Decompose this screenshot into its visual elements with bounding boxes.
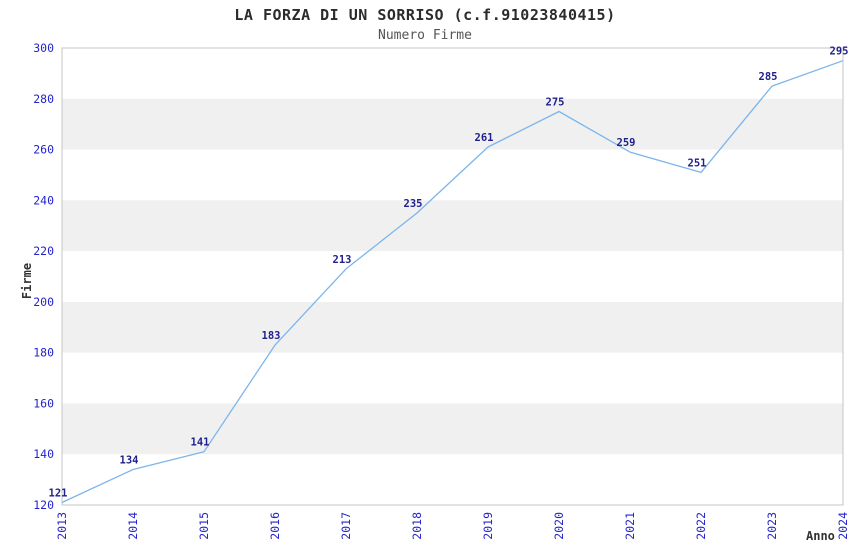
point-label: 251 [688,157,707,169]
x-tick-label: 2023 [765,512,779,540]
x-tick-label: 2022 [694,512,708,540]
y-tick-label: 200 [33,295,54,309]
y-tick-label: 220 [33,244,54,258]
x-tick-label: 2015 [197,512,211,540]
x-tick-label: 2021 [623,512,637,540]
point-label: 275 [546,97,565,109]
y-tick-label: 120 [33,498,54,512]
y-tick-label: 240 [33,193,54,207]
y-axis-title: Firme [20,262,34,300]
x-tick-label: 2024 [836,512,850,540]
x-tick-label: 2017 [339,512,353,540]
x-tick-label: 2019 [481,512,495,540]
point-label: 213 [333,254,352,266]
y-tick-label: 260 [33,143,54,157]
chart-subtitle: Numero Firme [378,28,472,43]
x-axis-title: Anno [806,529,835,543]
y-tick-label: 300 [33,41,54,55]
chart-title: LA FORZA DI UN SORRISO (c.f.91023840415) [234,6,616,24]
y-tick-label: 140 [33,447,54,461]
point-label: 295 [830,46,849,58]
x-tick-label: 2014 [126,512,140,540]
point-label: 141 [191,437,210,449]
point-label: 183 [262,330,281,342]
x-tick-label: 2013 [55,512,69,540]
y-tick-label: 280 [33,92,54,106]
plot-band [62,403,843,455]
plot-band [62,200,843,252]
point-label: 134 [120,455,139,467]
series-line [61,60,844,504]
y-tick-label: 180 [33,346,54,360]
y-tick-label: 160 [33,396,54,410]
x-tick-label: 2018 [410,512,424,540]
x-tick-label: 2016 [268,512,282,540]
plot-border [61,47,844,506]
point-label: 285 [759,71,778,83]
plot-band [62,98,843,150]
point-label: 261 [475,132,494,144]
point-label: 121 [49,488,68,500]
plot-band [62,301,843,353]
point-label: 235 [404,198,423,210]
x-tick-label: 2020 [552,512,566,540]
point-label: 259 [617,137,636,149]
